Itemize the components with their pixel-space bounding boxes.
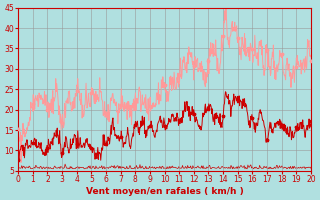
X-axis label: Vent moyen/en rafales ( km/h ): Vent moyen/en rafales ( km/h ) <box>86 187 244 196</box>
